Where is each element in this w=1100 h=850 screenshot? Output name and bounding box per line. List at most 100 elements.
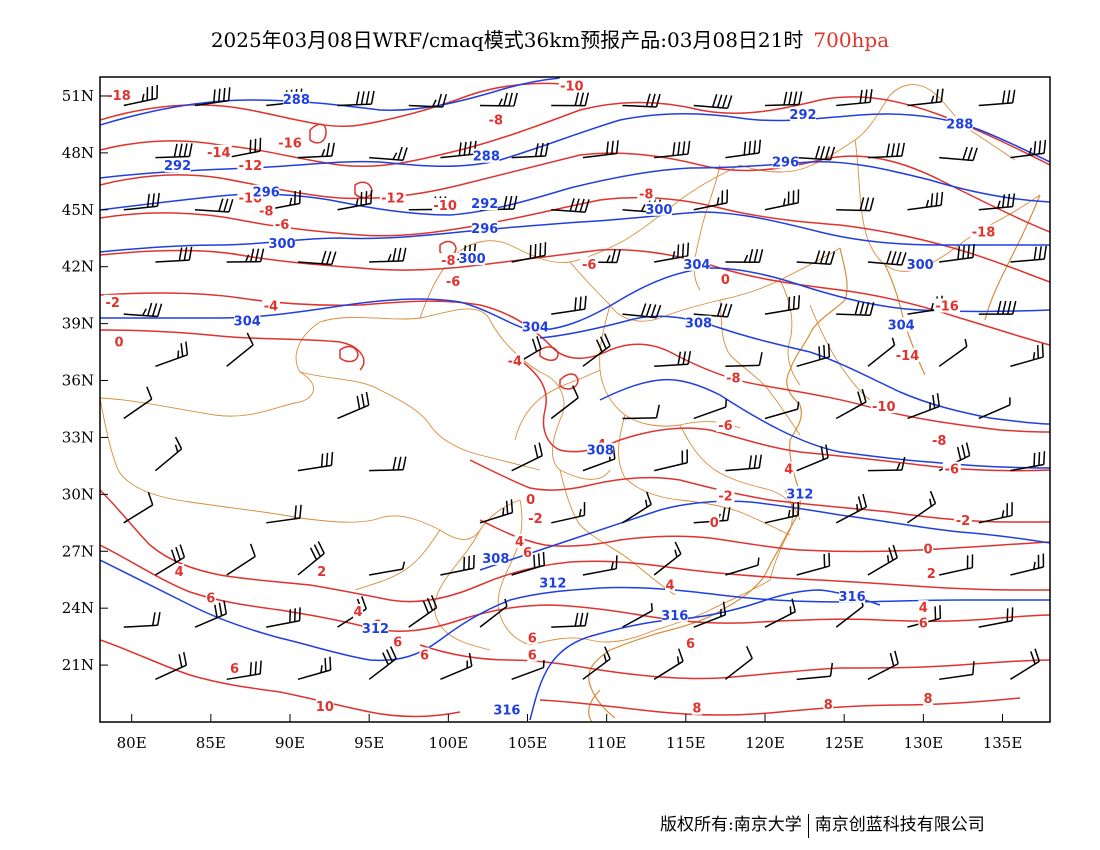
barb-staff [155,664,187,680]
barb-flag [603,654,607,663]
barb-flag [787,296,791,311]
barb-flag [857,391,863,405]
wind-barb [764,401,800,420]
barb-staff [867,155,902,159]
wind-barb [226,332,254,367]
geopotential-label: 288 [473,150,500,165]
barb-staff [582,152,617,159]
barb-staff [764,611,796,628]
wind-barb [622,404,660,420]
barb-flag [180,343,184,357]
temperature-label: -8 [726,372,740,387]
barb-flag [174,436,183,450]
barb-flag [579,92,585,106]
barb-flag [726,507,731,521]
barb-flag [223,600,228,614]
geopotential-label: 308 [587,444,614,459]
barb-staff [1010,356,1044,368]
barb-staff [155,155,190,159]
wind-barb [867,337,896,367]
temperature-label-bg [716,418,735,433]
barb-flag [1041,343,1044,358]
temperature-label-bg [930,433,949,448]
barb-flag [313,544,322,557]
geopotential-label: 316 [661,609,688,624]
temperature-label: 6 [528,649,537,664]
barb-flag [178,654,183,668]
barb-flag [214,604,218,618]
barb-flag [748,248,754,263]
barb-flag [293,608,296,622]
barb-flag [605,141,609,155]
title-level: 700hpa [813,28,890,52]
barb-flag [612,445,616,459]
wind-barb [154,436,183,472]
barb-staff [226,150,261,159]
geopotential-label-bg [661,607,688,622]
geopotential-label: 308 [482,552,509,567]
barb-flag [962,146,968,160]
barb-staff [408,104,443,108]
temperature-label-bg [316,564,327,579]
barb-flag [682,351,687,365]
barb-staff [653,553,682,576]
temperature-label: -2 [956,514,970,529]
barb-flag [901,142,905,157]
barb-staff [622,503,652,524]
wind-barb [440,554,475,576]
barb-flag [792,503,795,517]
barb-flag [397,146,403,161]
barb-flag [861,388,867,403]
barb-flag [1011,607,1014,621]
barb-flag [1006,608,1009,622]
barb-flag [537,553,541,567]
wind-barb [369,247,407,263]
wind-barb [1010,451,1046,472]
temperature-label: 6 [393,635,402,650]
barb-staff [123,313,158,318]
barb-flag [326,251,332,265]
barb-flag [510,499,514,513]
barb-flag [227,87,231,101]
barb-flag [967,147,973,161]
temperature-label: -8 [639,188,653,203]
geopotential-label: 296 [471,222,498,237]
barb-staff [867,663,899,680]
wind-barb [123,492,154,524]
barb-staff [155,259,190,263]
barb-flag [891,337,896,346]
barb-flag [929,402,932,410]
barb-flag [177,350,180,359]
barb-flag [360,91,365,105]
barb-flag [798,91,803,105]
barb-staff [867,261,902,266]
barb-flag [896,251,902,265]
barb-flag [640,303,647,317]
barb-staff [226,555,256,576]
barb-flag [862,493,868,508]
barb-flag [466,660,468,669]
geopotential-label: 308 [685,317,712,332]
wind-barb [693,399,727,420]
wind-barb [978,607,1014,628]
geopotential-label-bg [471,196,498,211]
barb-staff [266,517,301,524]
barb-flag [869,197,875,211]
barb-flag [249,139,252,154]
barb-flag [753,249,759,263]
barb-staff [369,260,404,263]
barb-flag [222,87,226,102]
barb-staff [836,209,871,212]
geopotential-label-bg [522,319,549,334]
barb-flag [246,332,254,346]
wind-barb [764,189,800,211]
barb-flag [743,141,747,156]
wind-barb [867,650,899,680]
temperature-label: -8 [441,254,455,269]
barb-flag [254,248,260,262]
barb-staff [154,448,183,472]
wind-barb [155,143,193,159]
wind-barb [297,541,325,576]
wind-barb [939,661,975,681]
